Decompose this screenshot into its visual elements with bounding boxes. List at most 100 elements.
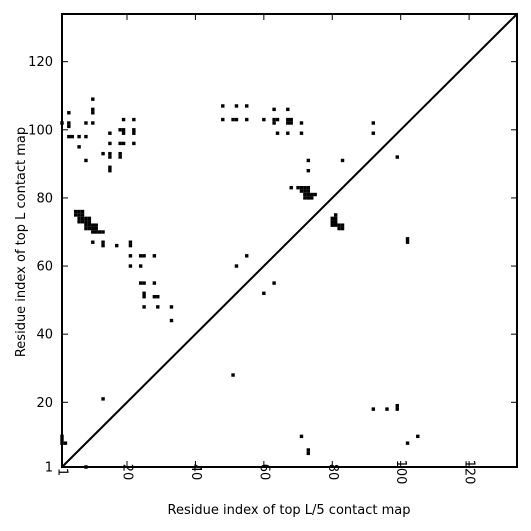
contact-point bbox=[128, 264, 133, 268]
contact-point bbox=[156, 294, 160, 299]
contact-point bbox=[262, 291, 266, 296]
contact-point bbox=[310, 196, 314, 200]
contact-point bbox=[333, 216, 338, 221]
contact-point bbox=[152, 254, 157, 258]
contact-point bbox=[138, 281, 143, 285]
contact-point bbox=[67, 124, 71, 129]
contact-point bbox=[84, 216, 88, 221]
contact-point bbox=[80, 220, 85, 224]
contact-point bbox=[306, 448, 311, 452]
contact-point bbox=[70, 134, 74, 139]
x-tick-label: 100 bbox=[393, 460, 408, 485]
contact-point bbox=[80, 209, 85, 214]
contact-point bbox=[84, 223, 88, 227]
contact-point bbox=[132, 141, 136, 146]
contact-point bbox=[306, 185, 311, 190]
contact-point bbox=[306, 196, 311, 200]
contact-point bbox=[310, 192, 314, 197]
contact-point bbox=[272, 121, 276, 125]
contact-point bbox=[80, 216, 85, 221]
y-tick-label: 120 bbox=[28, 55, 53, 70]
contact-point bbox=[128, 240, 133, 244]
diagonal-line bbox=[61, 13, 518, 468]
contact-point bbox=[299, 434, 304, 439]
contact-point bbox=[245, 104, 249, 108]
contact-point bbox=[330, 223, 334, 227]
x-tick-label: 120 bbox=[462, 460, 477, 485]
contact-point bbox=[221, 117, 225, 122]
contact-point bbox=[142, 291, 146, 296]
contact-point bbox=[340, 158, 345, 163]
contact-point bbox=[286, 121, 290, 125]
contact-point bbox=[91, 97, 95, 101]
contact-point bbox=[87, 223, 92, 227]
contact-point bbox=[84, 220, 88, 224]
contact-point bbox=[108, 151, 112, 156]
contact-point bbox=[142, 254, 146, 258]
x-tick-label: 20 bbox=[120, 464, 135, 481]
contact-point bbox=[91, 107, 95, 112]
contact-point bbox=[87, 220, 92, 224]
contact-point bbox=[303, 192, 307, 197]
contact-point bbox=[306, 192, 311, 197]
contact-point bbox=[371, 121, 376, 125]
contact-point bbox=[289, 117, 293, 122]
contact-point bbox=[405, 237, 410, 241]
contact-point bbox=[275, 117, 280, 122]
contact-point bbox=[101, 230, 105, 234]
contact-point bbox=[118, 155, 122, 159]
x-axis-ticks: 1 20 40 60 80 100 120 bbox=[55, 14, 477, 484]
contact-point bbox=[272, 117, 276, 122]
contact-point bbox=[101, 243, 105, 248]
contact-point bbox=[416, 434, 420, 439]
contact-point bbox=[108, 165, 112, 169]
contact-point bbox=[245, 254, 249, 258]
contact-point bbox=[152, 281, 157, 285]
contact-point bbox=[138, 254, 143, 258]
contact-point bbox=[77, 134, 81, 139]
contact-point bbox=[87, 226, 92, 231]
contact-point bbox=[77, 213, 81, 217]
contact-point bbox=[289, 185, 293, 190]
contact-point bbox=[231, 373, 235, 377]
contact-point bbox=[371, 407, 376, 411]
contact-point bbox=[152, 294, 157, 299]
contact-point bbox=[286, 131, 290, 135]
contact-point bbox=[330, 216, 334, 221]
contact-point bbox=[101, 151, 105, 156]
contact-point bbox=[67, 134, 71, 139]
contact-point bbox=[306, 158, 311, 163]
contact-point bbox=[313, 192, 317, 197]
x-tick-label: 1 bbox=[55, 468, 70, 476]
contact-point bbox=[340, 223, 345, 227]
contact-point bbox=[118, 141, 122, 146]
contact-point bbox=[221, 104, 225, 108]
contact-point bbox=[333, 223, 338, 227]
contact-point bbox=[118, 128, 122, 132]
y-tick-label: 100 bbox=[28, 123, 53, 138]
contact-point bbox=[395, 155, 399, 159]
contact-point bbox=[299, 189, 304, 193]
contact-point bbox=[91, 121, 95, 125]
contact-point bbox=[77, 209, 81, 214]
y-tick-label: 20 bbox=[36, 396, 53, 411]
contact-point bbox=[299, 185, 304, 190]
contact-point bbox=[84, 226, 88, 231]
contact-point bbox=[97, 230, 102, 234]
contact-point bbox=[340, 226, 345, 231]
y-tick-label: 1 bbox=[45, 461, 53, 476]
contact-point bbox=[91, 223, 95, 227]
contact-point bbox=[67, 121, 71, 125]
contact-point bbox=[385, 407, 389, 411]
contact-point bbox=[405, 240, 410, 244]
contact-point bbox=[91, 111, 95, 115]
contact-point bbox=[299, 121, 304, 125]
contact-point bbox=[84, 134, 88, 139]
contact-point bbox=[108, 168, 112, 173]
y-axis-label: Residue index of top L contact map bbox=[14, 127, 29, 357]
x-tick-label: 60 bbox=[256, 464, 271, 481]
contact-point bbox=[156, 305, 160, 309]
contact-point bbox=[121, 141, 126, 146]
contact-point bbox=[132, 117, 136, 122]
